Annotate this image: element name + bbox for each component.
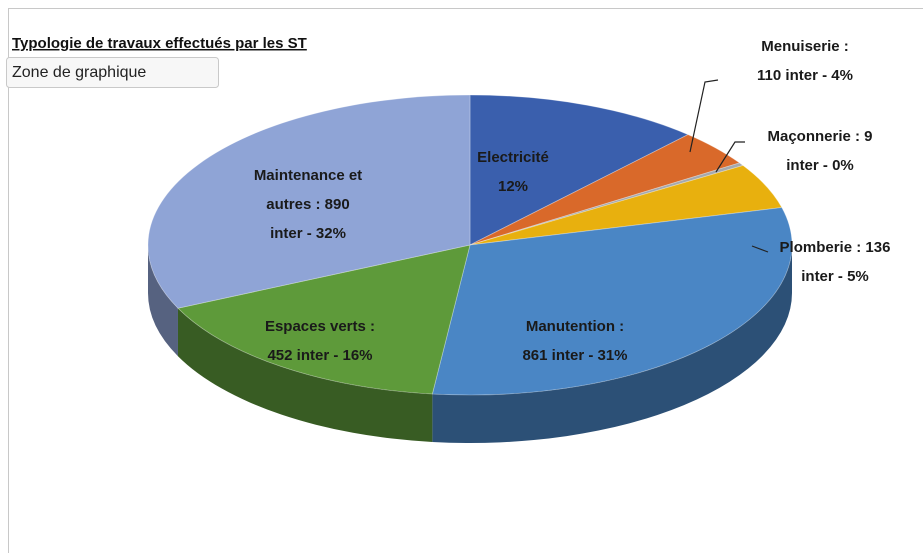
slice-side (432, 245, 792, 443)
data-label: Electricité (477, 149, 549, 166)
slice (469, 165, 783, 246)
slice-side (148, 245, 178, 357)
data-label: inter - 32% (270, 225, 346, 242)
chart-title: Typologie de travaux effectués par les S… (12, 35, 307, 52)
slice (177, 244, 471, 395)
data-label: 110 inter - 4% (757, 67, 853, 84)
data-label: Menuiserie : (761, 38, 849, 55)
slice (469, 94, 689, 246)
pie-tops (147, 94, 793, 396)
slice (147, 94, 471, 309)
leader-line (751, 245, 769, 253)
data-label: Manutention : (526, 318, 624, 335)
data-label: 861 inter - 31% (522, 347, 627, 364)
leader-line (689, 79, 719, 153)
slice (469, 134, 741, 246)
data-label: Maintenance et (254, 167, 362, 184)
data-label: Plomberie : 136 (780, 239, 891, 256)
data-label: Espaces verts : (265, 318, 375, 335)
data-label: inter - 0% (786, 157, 854, 174)
pie-sides (148, 245, 792, 443)
data-label: inter - 5% (801, 268, 869, 285)
tooltip: Zone de graphique (12, 64, 146, 81)
labels: Electricité 12% Menuiserie : 110 inter - 4%… (254, 38, 891, 364)
slice-side (177, 308, 433, 442)
data-label: 12% (498, 178, 528, 195)
data-label: autres : 890 (266, 196, 349, 213)
slice (431, 207, 793, 396)
data-label: 452 inter - 16% (267, 347, 372, 364)
leader-line (715, 141, 745, 173)
slice (469, 162, 744, 246)
tooltip-box (6, 57, 219, 88)
data-label: Maçonnerie : 9 (767, 128, 872, 145)
